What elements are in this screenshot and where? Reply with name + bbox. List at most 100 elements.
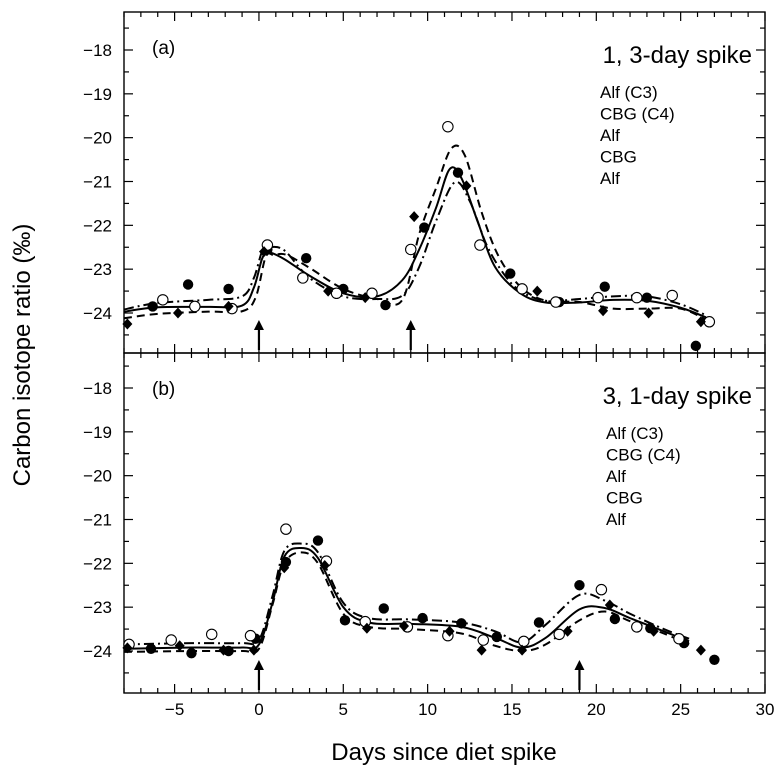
data-point: [172, 307, 183, 319]
data-point: [165, 634, 177, 646]
data-point: [147, 301, 158, 312]
data-point: [695, 316, 706, 328]
x-tick-label: 30: [756, 700, 775, 719]
x-axis: −5 0 5 10 15 20 25 30: [123, 12, 775, 719]
legend-entry: CBG (C4): [606, 446, 681, 465]
data-point: [417, 612, 428, 624]
spike-arrow-head: [253, 660, 264, 670]
data-point: [666, 289, 678, 302]
data-point: [574, 580, 585, 591]
data-point: [461, 180, 472, 192]
y-axis-title: Carbon isotope ratio (‰): [9, 224, 36, 487]
data-point: [648, 625, 659, 637]
y-tick-label: −19: [83, 85, 112, 104]
x-tick-label: 0: [254, 700, 263, 719]
data-point: [532, 285, 543, 297]
y-tick-label: −20: [83, 467, 112, 486]
fit-curve-solid: [123, 546, 690, 650]
spike-arrow-head: [574, 660, 585, 670]
legend-entry: Alf: [606, 510, 626, 529]
data-point: [643, 307, 654, 319]
data-point: [505, 268, 516, 279]
data-point: [380, 299, 391, 311]
data-point: [319, 560, 330, 572]
data-point: [205, 628, 218, 641]
data-point: [312, 535, 324, 546]
data-point: [690, 340, 702, 352]
x-tick-label: 20: [587, 700, 606, 719]
y-tick-label: −21: [83, 511, 112, 530]
data-point: [378, 603, 389, 614]
legend-entry: CBG: [600, 148, 637, 167]
data-point: [366, 287, 378, 300]
data-point: [360, 292, 371, 304]
data-point: [456, 618, 467, 629]
fit-curve-dashdot: [123, 180, 707, 317]
data-point: [631, 291, 643, 304]
panel-tag: (a): [152, 38, 175, 59]
data-point: [409, 211, 420, 223]
y-tick-label: −22: [83, 554, 112, 573]
data-point: [604, 599, 615, 611]
spike-arrow-head: [405, 320, 416, 330]
x-tick-label: 5: [339, 700, 348, 719]
data-point: [517, 644, 528, 656]
data-point: [122, 318, 133, 330]
data-point: [673, 632, 685, 645]
fit-curve-solid: [123, 166, 707, 319]
fit-curve-dashed: [123, 144, 707, 321]
y-tick-label: −19: [83, 423, 112, 442]
data-point: [562, 625, 573, 637]
data-point: [244, 629, 257, 642]
y-tick-label: −22: [83, 216, 112, 235]
data-point: [145, 643, 157, 655]
y-tick-label: −24: [83, 304, 112, 323]
data-point: [122, 642, 133, 654]
data-point: [533, 617, 545, 628]
data-point: [330, 287, 343, 300]
legend-entry: Alf: [600, 126, 620, 145]
data-point: [609, 613, 621, 625]
data-point: [419, 222, 430, 233]
data-point: [592, 291, 604, 304]
fit-curve-dashed: [123, 551, 690, 654]
data-point: [280, 523, 292, 535]
data-point: [442, 120, 454, 133]
data-point: [491, 631, 502, 643]
data-point: [550, 296, 562, 308]
panel-title: 1, 3-day spike: [603, 42, 752, 69]
panel-b: −24 −23 −22 −21 −20 −19 −18 (b) 3, 1-day spike Al…: [83, 365, 765, 690]
data-point: [452, 167, 464, 178]
y-tick-label: −24: [83, 642, 112, 661]
data-point: [323, 285, 334, 297]
data-point: [553, 628, 565, 641]
legend-entry: Alf: [606, 467, 626, 486]
x-tick-label: −5: [165, 700, 184, 719]
spike-arrow-head: [253, 320, 264, 330]
data-point: [405, 243, 417, 256]
data-point: [182, 279, 194, 290]
data-point: [339, 615, 351, 626]
panel-tag: (b): [152, 379, 175, 400]
data-point: [595, 583, 608, 596]
y-tick-label: −21: [83, 173, 112, 192]
data-point: [518, 635, 530, 648]
legend-entry: Alf (C3): [606, 424, 664, 443]
data-point: [476, 644, 487, 656]
data-point: [218, 644, 229, 656]
data-point: [474, 239, 486, 251]
y-tick-label: −20: [83, 129, 112, 148]
data-point: [157, 294, 169, 306]
x-tick-label: 10: [418, 700, 437, 719]
data-point: [695, 644, 706, 656]
x-tick-label: 25: [671, 700, 690, 719]
legend-entry: Alf (C3): [600, 83, 658, 102]
data-point: [189, 300, 201, 313]
data-point: [477, 634, 490, 646]
data-point: [279, 562, 290, 574]
y-tick-label: −18: [83, 379, 112, 398]
data-point: [297, 272, 309, 284]
y-tick-label: −23: [83, 260, 112, 279]
data-point: [259, 246, 270, 258]
